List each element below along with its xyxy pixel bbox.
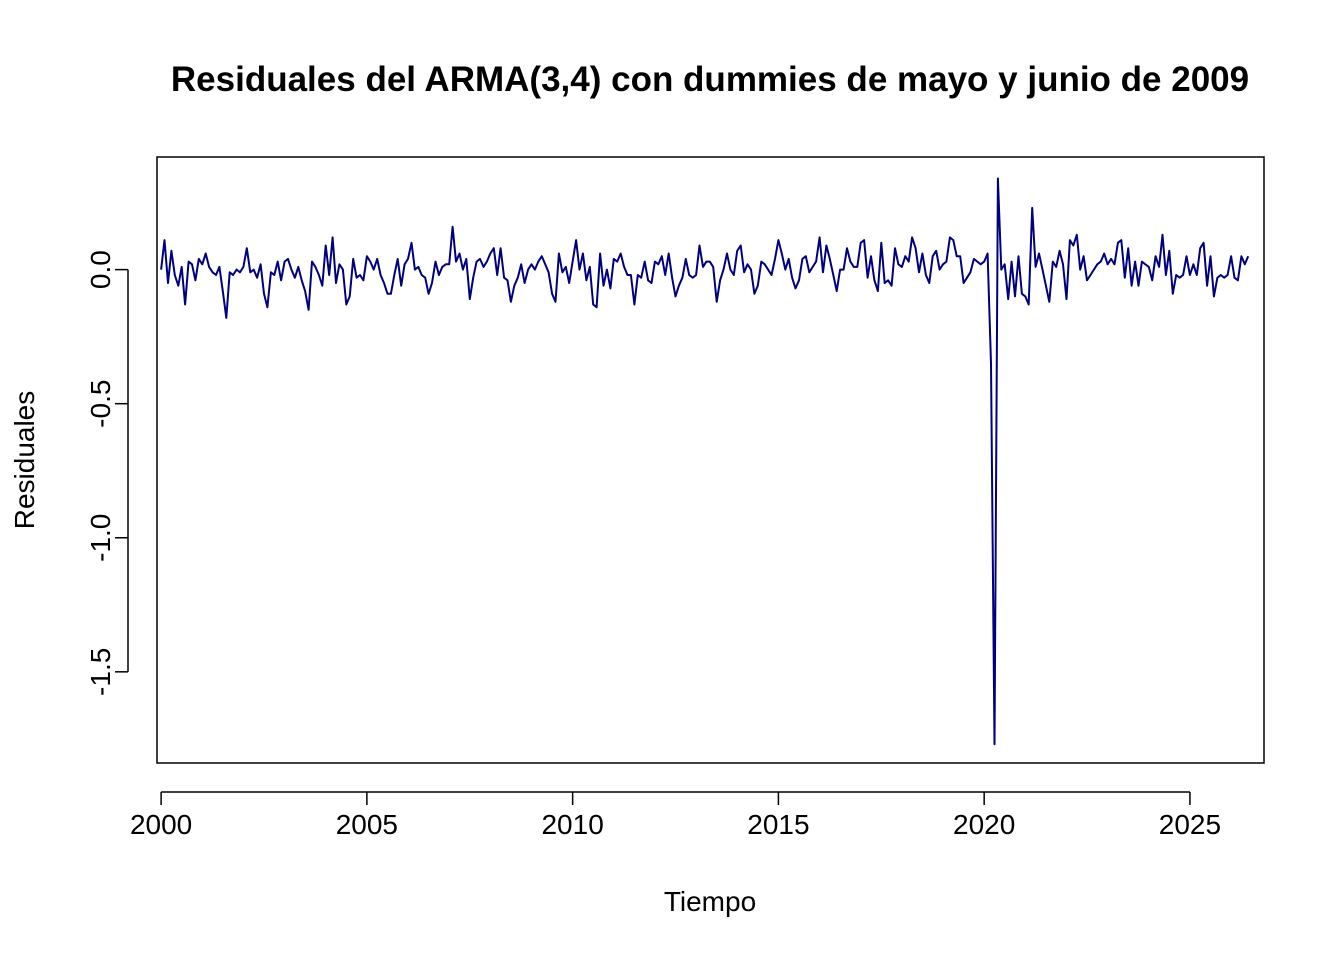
plot-frame bbox=[156, 156, 1265, 764]
y-axis: 0.0 -0.5 -1.0 -1.5 bbox=[85, 250, 129, 696]
chart-title: Residuales del ARMA(3,4) con dummies de … bbox=[171, 60, 1249, 99]
x-axis: 2000 2005 2010 2015 2020 2025 bbox=[130, 791, 1221, 840]
x-tick-label: 2025 bbox=[1159, 809, 1221, 840]
series-line-residuales bbox=[160, 177, 1250, 746]
x-tick-label: 2020 bbox=[953, 809, 1015, 840]
y-tick-label: -1.0 bbox=[85, 514, 116, 562]
y-tick-label: -1.5 bbox=[85, 648, 116, 696]
x-axis-label: Tiempo bbox=[664, 886, 756, 917]
x-tick-label: 2005 bbox=[336, 809, 398, 840]
x-tick-label: 2015 bbox=[747, 809, 809, 840]
y-tick-label: -0.5 bbox=[85, 380, 116, 428]
x-tick-label: 2010 bbox=[541, 809, 603, 840]
y-axis-label: Residuales bbox=[9, 391, 40, 530]
x-tick-label: 2000 bbox=[130, 809, 192, 840]
y-tick-label: 0.0 bbox=[85, 250, 116, 289]
